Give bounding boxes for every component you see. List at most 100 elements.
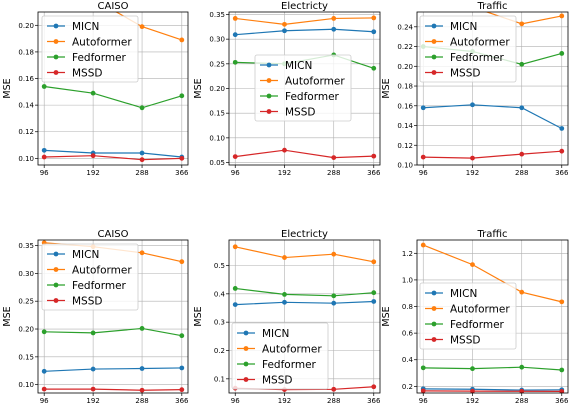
data-point	[282, 299, 287, 305]
series	[232, 299, 377, 307]
data-point	[470, 102, 475, 108]
series	[232, 244, 377, 265]
legend-marker	[53, 39, 59, 44]
data-point	[559, 367, 565, 373]
y-tick-label: 0.18	[18, 48, 34, 56]
series-line	[44, 155, 182, 161]
legend-label: Fedformer	[450, 319, 505, 331]
data-point	[470, 155, 475, 161]
series-line	[423, 104, 563, 130]
chart-panel: 96 192 288 366 0.05 0.10 0.15 0.20 0.25 0.30 0.35 E…	[193, 1, 381, 177]
legend-label: MSSD	[72, 67, 102, 79]
data-point	[559, 126, 565, 131]
series	[420, 364, 565, 373]
series	[420, 388, 565, 393]
y-tick-label: 0.14	[397, 122, 413, 130]
data-point	[371, 153, 377, 159]
legend-label: MSSD	[285, 106, 315, 118]
y-tick-label: 1.0	[402, 276, 413, 284]
legend-marker	[431, 54, 437, 60]
y-tick-label: 0.4	[402, 356, 414, 364]
series-line	[235, 17, 374, 25]
series	[115, 12, 185, 43]
y-tick-label: 0.30	[209, 36, 225, 44]
data-point	[519, 105, 525, 111]
data-point	[282, 255, 287, 260]
y-tick-label: 0.30	[18, 270, 34, 278]
legend-marker	[53, 251, 59, 257]
x-tick-label: 96	[419, 169, 428, 177]
data-point	[139, 366, 145, 371]
legend-label: Autoformer	[262, 343, 322, 355]
legend-marker	[243, 330, 249, 336]
data-point	[371, 259, 377, 265]
data-point	[90, 330, 96, 336]
axes-frame	[37, 239, 189, 394]
series	[420, 148, 565, 161]
y-tick-label: 0.10	[18, 155, 34, 163]
data-point	[179, 37, 185, 43]
legend-label: MSSD	[450, 67, 480, 79]
legend-marker	[53, 267, 59, 272]
y-tick-label: 0.05	[209, 159, 225, 167]
series-line	[235, 149, 374, 159]
legend-marker	[431, 70, 437, 75]
x-tick-label: 192	[86, 397, 99, 405]
series	[41, 153, 185, 163]
data-point	[90, 153, 96, 159]
x-tick-label: 288	[515, 169, 528, 177]
y-tick-label: 0.35	[209, 11, 225, 19]
data-point	[420, 105, 426, 111]
legend-box	[419, 282, 517, 350]
data-point	[331, 293, 337, 299]
chart-panel: 96 192 288 366 0.1 0.2 0.3 0.4 0.5 Electricty MSE M…	[193, 229, 381, 405]
axes-frame	[416, 11, 569, 166]
series	[41, 326, 185, 339]
data-point	[420, 388, 426, 393]
y-tick-label: 0.24	[397, 23, 413, 31]
chart-panel: 96 192 288 366 0.10 0.12 0.14 0.16 0.18 0.20 CAISO…	[2, 1, 189, 177]
y-axis-label: MSE	[381, 306, 392, 326]
legend-label: Fedformer	[450, 52, 505, 64]
plot-area	[420, 242, 565, 393]
legend-box	[254, 54, 352, 122]
legend-marker	[53, 54, 59, 60]
x-tick-label: 366	[367, 169, 381, 177]
y-axis-label: MSE	[381, 78, 392, 98]
axes-frame	[228, 239, 381, 394]
legend-label: MICN	[450, 288, 477, 300]
series-line	[44, 367, 182, 372]
legend: MICN Autoformer Fedformer MSSD	[41, 243, 139, 311]
data-point	[559, 148, 565, 154]
x-tick-label: 366	[175, 397, 189, 405]
data-point	[41, 368, 47, 374]
legend-label: Fedformer	[72, 52, 127, 64]
x-tick-label: 288	[327, 169, 340, 177]
data-point	[232, 302, 238, 307]
y-tick-label: 0.1	[214, 375, 225, 383]
series	[485, 12, 565, 27]
legend-label: MSSD	[72, 295, 102, 307]
legend: MICN Autoformer Fedformer MSSD	[231, 322, 329, 390]
data-point	[41, 154, 47, 160]
data-point	[331, 251, 337, 257]
data-point	[41, 329, 47, 335]
data-point	[420, 365, 426, 371]
series-line	[44, 85, 182, 109]
series	[232, 286, 377, 299]
x-tick-label: 366	[555, 169, 569, 177]
legend-label: Autoformer	[72, 36, 132, 48]
legend-label: Fedformer	[262, 359, 317, 371]
data-point	[179, 387, 185, 393]
legend-label: Autoformer	[285, 75, 345, 87]
x-tick-label: 96	[231, 169, 240, 177]
legend-label: Autoformer	[72, 264, 132, 276]
legend-box	[41, 15, 139, 83]
y-tick-label: 0.12	[18, 128, 34, 136]
y-tick-label: 0.25	[209, 60, 225, 68]
legend-marker	[53, 23, 59, 29]
series-line	[44, 388, 182, 391]
chart-panel: 96 192 288 366 0.10 0.12 0.14 0.16 0.18 0.20 0.22 0…	[381, 1, 569, 177]
data-point	[371, 290, 377, 296]
series	[420, 102, 565, 131]
